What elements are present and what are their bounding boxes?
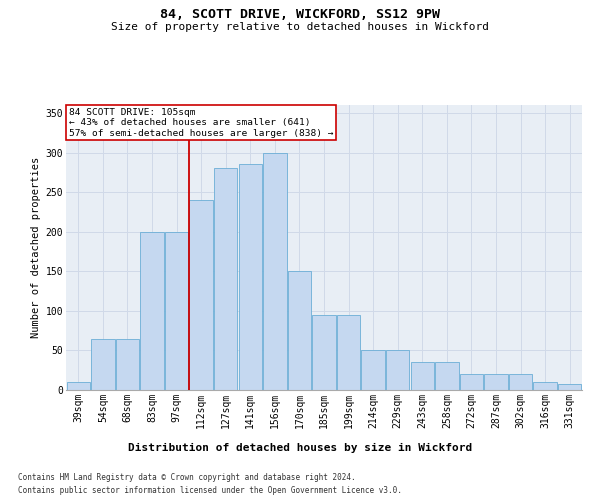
Bar xyxy=(460,374,483,390)
Bar xyxy=(140,232,164,390)
Bar xyxy=(361,350,385,390)
Bar xyxy=(533,382,557,390)
Bar xyxy=(558,384,581,390)
Bar xyxy=(116,338,139,390)
Bar xyxy=(509,374,532,390)
Bar xyxy=(410,362,434,390)
Text: 84, SCOTT DRIVE, WICKFORD, SS12 9PW: 84, SCOTT DRIVE, WICKFORD, SS12 9PW xyxy=(160,8,440,20)
Bar xyxy=(484,374,508,390)
Text: Contains HM Land Registry data © Crown copyright and database right 2024.: Contains HM Land Registry data © Crown c… xyxy=(18,472,356,482)
Bar xyxy=(288,271,311,390)
Bar xyxy=(214,168,238,390)
Text: Size of property relative to detached houses in Wickford: Size of property relative to detached ho… xyxy=(111,22,489,32)
Bar xyxy=(386,350,409,390)
Bar xyxy=(67,382,90,390)
Bar xyxy=(91,338,115,390)
Y-axis label: Number of detached properties: Number of detached properties xyxy=(31,157,41,338)
Bar xyxy=(165,232,188,390)
Bar xyxy=(313,315,335,390)
Bar xyxy=(190,200,213,390)
Bar xyxy=(435,362,458,390)
Text: Distribution of detached houses by size in Wickford: Distribution of detached houses by size … xyxy=(128,442,472,452)
Text: Contains public sector information licensed under the Open Government Licence v3: Contains public sector information licen… xyxy=(18,486,402,495)
Text: 84 SCOTT DRIVE: 105sqm
← 43% of detached houses are smaller (641)
57% of semi-de: 84 SCOTT DRIVE: 105sqm ← 43% of detached… xyxy=(68,108,333,138)
Bar xyxy=(239,164,262,390)
Bar xyxy=(337,315,360,390)
Bar xyxy=(263,152,287,390)
